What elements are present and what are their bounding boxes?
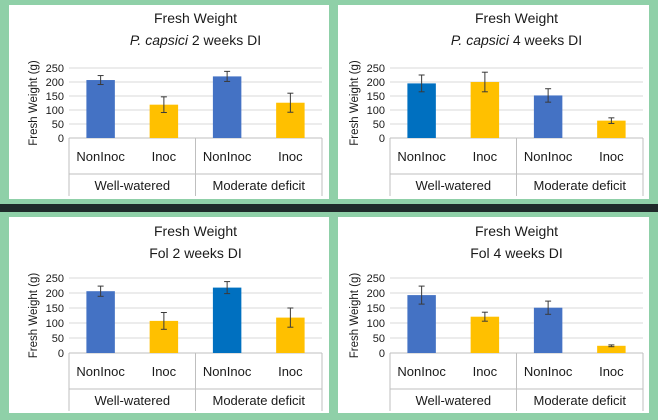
x-category-label: NonInoc bbox=[76, 364, 125, 379]
bar-chart: Fresh Weight P. capsici 2 weeks DI 0 50 100 1… bbox=[28, 10, 323, 196]
bar-chart: Fresh Weight Fol 4 weeks DI 0 50 100 150 200 25… bbox=[349, 223, 644, 411]
x-category-label: NonInoc bbox=[524, 364, 573, 379]
chart-subtitle-italic: P. capsici bbox=[130, 32, 189, 48]
chart-title: Fresh Weight bbox=[154, 10, 237, 26]
x-group-label: Well-watered bbox=[415, 393, 491, 408]
y-axis-label: Fresh Weight (g) bbox=[349, 273, 361, 359]
chart-title: Fresh Weight bbox=[154, 223, 237, 239]
y-tick-label: 100 bbox=[46, 318, 64, 330]
x-category-label: NonInoc bbox=[397, 364, 446, 379]
y-axis-label: Fresh Weight (g) bbox=[28, 60, 40, 146]
y-tick-label: 150 bbox=[46, 303, 64, 315]
y-tick-label: 50 bbox=[373, 333, 385, 345]
x-group-label: Moderate deficit bbox=[213, 178, 306, 193]
chart-title: Fresh Weight bbox=[475, 223, 558, 239]
bar-chart: Fresh Weight Fol 2 weeks DI 0 50 100 150 200 25… bbox=[28, 223, 323, 411]
chart-subtitle-rest: 2 weeks DI bbox=[188, 32, 261, 48]
x-category-label: Inoc bbox=[599, 149, 624, 164]
chart-subtitle: P. capsici 2 weeks DI bbox=[130, 32, 261, 48]
x-category-label: Inoc bbox=[152, 149, 177, 164]
bar bbox=[407, 83, 436, 138]
y-tick-label: 50 bbox=[52, 333, 64, 345]
y-tick-label: 150 bbox=[367, 303, 385, 315]
chart-panel-fol-4-weeks: Fresh Weight Fol 4 weeks DI 0 50 100 150 200 25… bbox=[338, 217, 649, 413]
bar bbox=[533, 307, 563, 353]
x-category-label: Inoc bbox=[599, 364, 624, 379]
y-tick-label: 250 bbox=[367, 63, 385, 75]
chart-panel-pcapsici-4-weeks: Fresh Weight P. capsici 4 weeks DI 0 50 100 1… bbox=[338, 5, 649, 199]
x-category-label: Inoc bbox=[278, 149, 303, 164]
bar bbox=[597, 120, 626, 138]
panel-divider bbox=[0, 204, 658, 212]
y-axis-label: Fresh Weight (g) bbox=[349, 60, 361, 146]
chart-subtitle-rest: Fol 4 weeks DI bbox=[470, 245, 563, 261]
y-tick-label: 50 bbox=[373, 119, 385, 131]
y-tick-label: 150 bbox=[367, 91, 385, 103]
y-tick-label: 250 bbox=[46, 63, 64, 75]
y-tick-label: 250 bbox=[367, 273, 385, 285]
y-tick-label: 100 bbox=[367, 318, 385, 330]
x-category-label: NonInoc bbox=[397, 149, 446, 164]
bar bbox=[86, 80, 115, 138]
bar bbox=[212, 76, 242, 138]
y-tick-label: 0 bbox=[379, 348, 385, 360]
bar bbox=[86, 291, 115, 353]
y-tick-label: 0 bbox=[379, 133, 385, 145]
y-tick-label: 0 bbox=[58, 133, 64, 145]
y-tick-label: 200 bbox=[46, 77, 64, 89]
x-group-label: Moderate deficit bbox=[534, 178, 627, 193]
bar bbox=[470, 316, 500, 353]
x-group-label: Well-watered bbox=[415, 178, 491, 193]
y-tick-label: 0 bbox=[58, 348, 64, 360]
chart-subtitle-italic: P. capsici bbox=[451, 32, 510, 48]
x-category-label: NonInoc bbox=[524, 149, 573, 164]
x-category-label: NonInoc bbox=[76, 149, 125, 164]
x-category-label: Inoc bbox=[473, 149, 498, 164]
chart-subtitle: P. capsici 4 weeks DI bbox=[451, 32, 582, 48]
chart-subtitle-rest: Fol 2 weeks DI bbox=[149, 245, 242, 261]
y-tick-label: 200 bbox=[46, 288, 64, 300]
y-tick-label: 200 bbox=[367, 288, 385, 300]
chart-title: Fresh Weight bbox=[475, 10, 558, 26]
chart-subtitle-rest: 4 weeks DI bbox=[509, 32, 582, 48]
bar bbox=[407, 295, 436, 353]
x-category-label: Inoc bbox=[278, 364, 303, 379]
chart-subtitle: Fol 2 weeks DI bbox=[149, 245, 242, 261]
y-tick-label: 200 bbox=[367, 77, 385, 89]
x-category-label: Inoc bbox=[473, 364, 498, 379]
x-category-label: NonInoc bbox=[203, 364, 252, 379]
bar bbox=[597, 345, 626, 353]
x-category-label: Inoc bbox=[152, 364, 177, 379]
chart-subtitle: Fol 4 weeks DI bbox=[470, 245, 563, 261]
y-tick-label: 100 bbox=[46, 105, 64, 117]
bar-chart: Fresh Weight P. capsici 4 weeks DI 0 50 100 1… bbox=[349, 10, 644, 196]
y-tick-label: 100 bbox=[367, 105, 385, 117]
x-group-label: Moderate deficit bbox=[534, 393, 627, 408]
chart-panel-pcapsici-2-weeks: Fresh Weight P. capsici 2 weeks DI 0 50 100 1… bbox=[9, 5, 329, 199]
x-group-label: Well-watered bbox=[94, 178, 170, 193]
bar bbox=[212, 287, 242, 353]
x-category-label: NonInoc bbox=[203, 149, 252, 164]
y-tick-label: 50 bbox=[52, 119, 64, 131]
x-group-label: Moderate deficit bbox=[213, 393, 306, 408]
chart-panel-fol-2-weeks: Fresh Weight Fol 2 weeks DI 0 50 100 150 200 25… bbox=[9, 217, 329, 413]
y-tick-label: 150 bbox=[46, 91, 64, 103]
x-group-label: Well-watered bbox=[94, 393, 170, 408]
y-tick-label: 250 bbox=[46, 273, 64, 285]
y-axis-label: Fresh Weight (g) bbox=[28, 273, 40, 359]
